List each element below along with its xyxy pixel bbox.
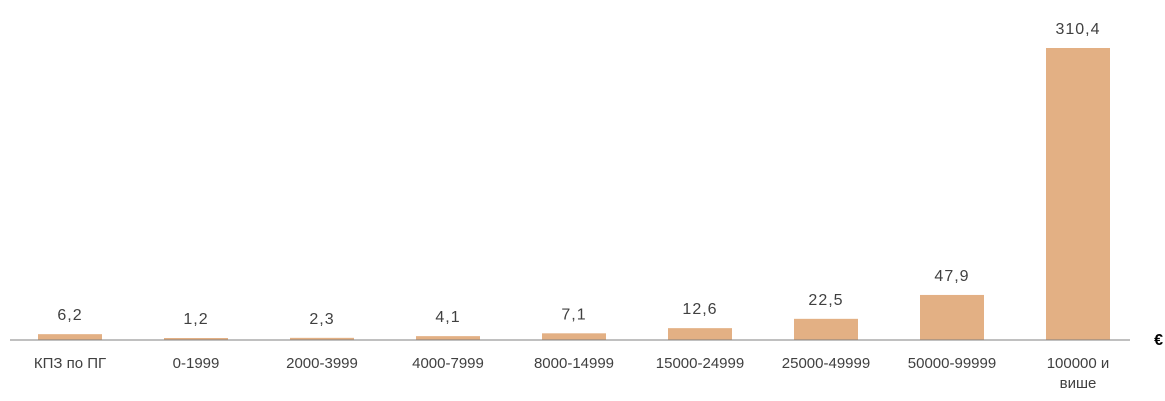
tick-label-line: 25000-49999 [782,355,870,372]
data-label-2: 2,3 [309,311,334,328]
tick-label-line: 50000-99999 [908,355,996,372]
bar-2 [290,337,354,340]
tick-label-line: више [1060,375,1097,392]
tick-label-line: 15000-24999 [656,355,744,372]
bar-3 [416,336,480,340]
tick-label-3: 4000-7999 [412,355,484,372]
bar-5 [668,328,732,340]
data-label-5: 12,6 [682,301,717,318]
tick-label-6: 25000-49999 [782,355,870,372]
bar-0 [38,334,102,340]
bar-6 [794,318,858,340]
bar-1 [164,338,228,340]
tick-label-4: 8000-14999 [534,355,614,372]
tick-label-line: 2000-3999 [286,355,358,372]
tick-label-0: КПЗ по ПГ [34,355,106,372]
value-labels-group: 6,2 1,2 2,3 4,1 7,1 12,6 22,5 47,9 310,4 [57,21,1100,328]
tick-label-2: 2000-3999 [286,355,358,372]
bar-8 [1046,48,1110,340]
tick-label-line: 0-1999 [173,355,220,372]
tick-label-line: КПЗ по ПГ [34,355,106,372]
bar-4 [542,333,606,340]
axis-unit-label: € [1154,332,1163,349]
tick-label-8: 100000 и више [1047,355,1110,392]
tick-label-line: 8000-14999 [534,355,614,372]
tick-label-line: 100000 и [1047,355,1110,372]
bar-7 [920,294,984,340]
data-label-4: 7,1 [561,306,586,323]
tick-label-1: 0-1999 [173,355,220,372]
tick-label-5: 15000-24999 [656,355,744,372]
data-label-3: 4,1 [435,309,460,326]
data-label-0: 6,2 [57,307,82,324]
bars-group [38,48,1110,340]
tick-label-line: 4000-7999 [412,355,484,372]
tick-labels-group: КПЗ по ПГ 0-1999 2000-3999 4000-7999 8000-14… [34,355,1109,392]
data-label-7: 47,9 [934,268,969,285]
data-label-1: 1,2 [183,311,208,328]
tick-label-7: 50000-99999 [908,355,996,372]
data-label-8: 310,4 [1055,21,1100,38]
data-label-6: 22,5 [808,292,843,309]
